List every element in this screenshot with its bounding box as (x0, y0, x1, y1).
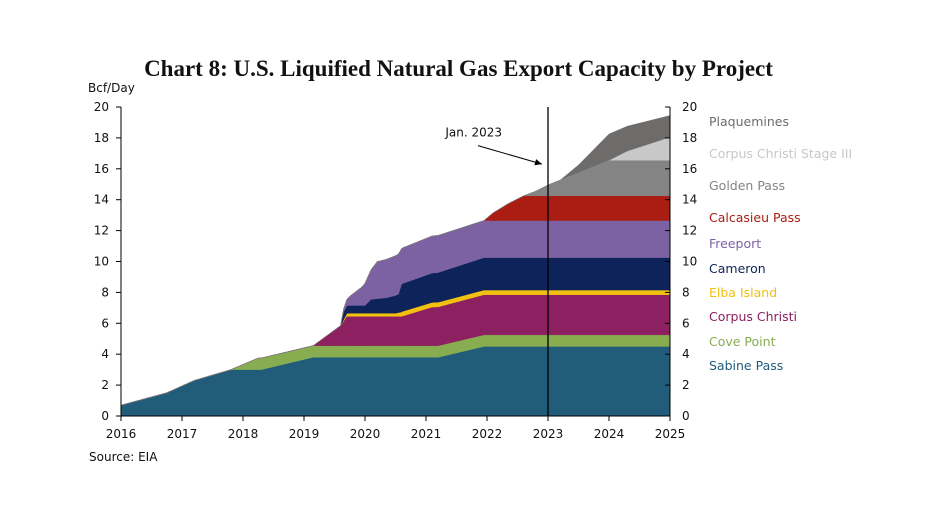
annotation-group: Jan. 2023 (444, 107, 549, 416)
legend-item-cove-point: Cove Point (709, 334, 776, 349)
y-axis-unit-label: Bcf/Day (88, 81, 135, 95)
x-tick-label: 2020 (350, 427, 381, 441)
x-tick-label: 2024 (594, 427, 625, 441)
y-tick-label-right: 16 (682, 162, 697, 176)
legend: Plaquemines Corpus Christi Stage III Golde… (709, 114, 852, 373)
y-tick-label-right: 10 (682, 255, 697, 269)
y-tick-label-right: 2 (682, 378, 690, 392)
legend-item-corpus-christi-stage-iii: Corpus Christi Stage III (709, 146, 852, 161)
legend-item-golden-pass: Golden Pass (709, 178, 785, 193)
annotation-arrow-head (534, 159, 542, 166)
y-tick-label-right: 4 (682, 347, 690, 361)
x-tick-label: 2025 (655, 427, 686, 441)
y-tick-label-right: 6 (682, 316, 690, 330)
y-tick-label-right: 18 (682, 131, 697, 145)
source-note: Source: EIA (89, 450, 158, 464)
y-tick-label-right: 8 (682, 285, 690, 299)
legend-item-calcasieu-pass: Calcasieu Pass (709, 210, 801, 225)
y-tick-label-left: 12 (94, 224, 109, 238)
x-tick-label: 2022 (472, 427, 503, 441)
y-tick-label-left: 0 (101, 409, 109, 423)
y-tick-label-left: 14 (94, 193, 109, 207)
area-series-group (120, 115, 671, 417)
x-tick-label: 2023 (533, 427, 564, 441)
y-tick-label-right: 12 (682, 224, 697, 238)
y-tick-label-right: 14 (682, 193, 697, 207)
x-tick-label: 2017 (167, 427, 198, 441)
legend-item-plaquemines: Plaquemines (709, 114, 789, 129)
y-tick-label-left: 6 (101, 316, 109, 330)
y-tick-label-left: 16 (94, 162, 109, 176)
x-tick-label: 2021 (411, 427, 442, 441)
y-tick-label-right: 0 (682, 409, 690, 423)
legend-item-elba-island: Elba Island (709, 285, 777, 300)
y-tick-label-right: 20 (682, 100, 697, 114)
x-tick-label: 2018 (228, 427, 259, 441)
y-tick-label-left: 18 (94, 131, 109, 145)
legend-item-freeport: Freeport (709, 236, 761, 251)
legend-item-corpus-christi: Corpus Christi (709, 309, 797, 324)
legend-item-sabine-pass: Sabine Pass (709, 358, 783, 373)
axes-group: 0 2 4 6 8 10 12 14 16 18 20 0 2 4 6 8 10 12 14 16 18 20 2016 20… (94, 100, 698, 441)
chart-title: Chart 8: U.S. Liquified Natural Gas Expo… (144, 56, 773, 81)
annotation-arrow-line (477, 145, 543, 165)
y-tick-label-left: 8 (101, 285, 109, 299)
x-tick-label: 2019 (289, 427, 320, 441)
y-tick-label-left: 10 (94, 255, 109, 269)
y-tick-label-left: 20 (94, 100, 109, 114)
y-tick-label-left: 2 (101, 378, 109, 392)
legend-item-cameron: Cameron (709, 261, 766, 276)
x-tick-label: 2016 (106, 427, 137, 441)
annotation-label: Jan. 2023 (444, 125, 502, 139)
y-tick-label-left: 4 (101, 347, 109, 361)
